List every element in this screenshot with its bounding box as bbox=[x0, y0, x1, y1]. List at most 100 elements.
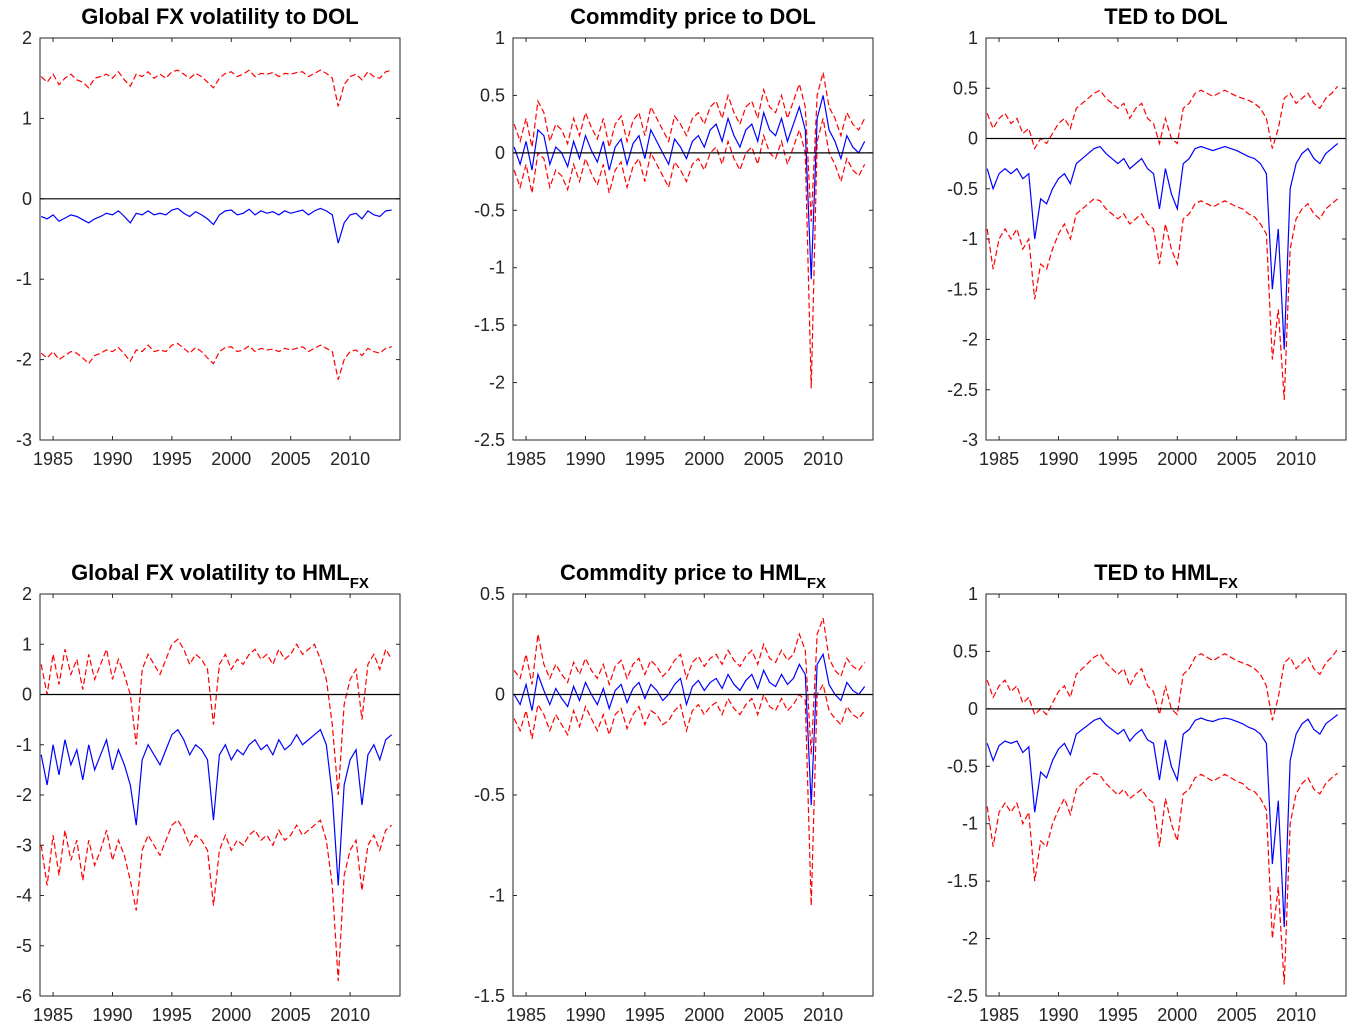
series-line bbox=[513, 72, 866, 222]
x-tick-label: 2010 bbox=[330, 449, 370, 469]
series-line bbox=[513, 617, 866, 755]
subplot-title: Commdity price to HMLFX bbox=[560, 560, 826, 592]
subplot-title: TED to DOL bbox=[1104, 4, 1227, 29]
y-tick-label: 1 bbox=[22, 634, 32, 654]
series-line bbox=[40, 207, 392, 244]
y-tick-label: -1 bbox=[489, 258, 505, 278]
x-tick-label: 2005 bbox=[744, 1005, 784, 1025]
x-tick-label: 2010 bbox=[803, 449, 843, 469]
y-tick-label: -1.5 bbox=[474, 986, 505, 1006]
y-tick-label: -5 bbox=[16, 936, 32, 956]
y-tick-label: 0 bbox=[22, 685, 32, 705]
series-line bbox=[40, 728, 393, 886]
y-tick-label: -0.5 bbox=[947, 756, 978, 776]
y-tick-label: 1 bbox=[968, 584, 978, 604]
series-line bbox=[513, 118, 866, 389]
series-line bbox=[513, 682, 866, 906]
y-tick-label: -0.5 bbox=[474, 200, 505, 220]
axes-box bbox=[39, 37, 401, 441]
y-tick-label: 1 bbox=[22, 108, 32, 128]
x-tick-label: 1990 bbox=[565, 449, 605, 469]
axes-box bbox=[985, 37, 1347, 441]
y-tick-label: 2 bbox=[22, 28, 32, 48]
title-subscript: FX bbox=[1219, 575, 1238, 592]
y-tick-label: 0.5 bbox=[480, 584, 505, 604]
subplot-title: TED to HMLFX bbox=[1094, 560, 1238, 592]
subplot: Global FX volatility to HMLFX -6 -5 -4 -3 -2 -… bbox=[16, 560, 401, 1025]
x-tick-label: 2010 bbox=[1276, 449, 1316, 469]
y-tick-label: -3 bbox=[16, 430, 32, 450]
y-tick-label: 1 bbox=[968, 28, 978, 48]
title-main: TED to HML bbox=[1094, 560, 1219, 585]
y-tick-label: -4 bbox=[16, 886, 32, 906]
x-tick-label: 2000 bbox=[211, 449, 251, 469]
y-tick-label: -1 bbox=[16, 735, 32, 755]
series-line bbox=[986, 772, 1339, 985]
series-line bbox=[986, 143, 1339, 350]
y-tick-label: -2 bbox=[962, 929, 978, 949]
series-line bbox=[986, 85, 1339, 151]
y-tick-label: -2.5 bbox=[947, 380, 978, 400]
x-tick-label: 2000 bbox=[1157, 449, 1197, 469]
x-tick-label: 1995 bbox=[1098, 1005, 1138, 1025]
x-tick-label: 2010 bbox=[330, 1005, 370, 1025]
series-line bbox=[986, 198, 1339, 400]
y-tick-label: 0 bbox=[968, 129, 978, 149]
series-line bbox=[40, 69, 392, 107]
subplot-title: Global FX volatility to HMLFX bbox=[71, 560, 369, 592]
series-line bbox=[40, 638, 393, 796]
x-tick-label: 2005 bbox=[1217, 1005, 1257, 1025]
y-tick-label: 0.5 bbox=[480, 85, 505, 105]
y-tick-label: -2 bbox=[16, 350, 32, 370]
y-tick-label: 0 bbox=[968, 699, 978, 719]
x-tick-label: 1995 bbox=[152, 1005, 192, 1025]
subplot: Commdity price to HMLFX -1.5 -1 -0.5 0 0.5 198… bbox=[474, 560, 874, 1025]
y-tick-label: 1 bbox=[495, 28, 505, 48]
x-tick-label: 1985 bbox=[33, 449, 73, 469]
title-main: TED to DOL bbox=[1104, 4, 1227, 29]
x-tick-label: 1985 bbox=[506, 449, 546, 469]
y-tick-label: -1.5 bbox=[474, 315, 505, 335]
title-main: Commdity price to HML bbox=[560, 560, 807, 585]
x-tick-label: 1995 bbox=[625, 449, 665, 469]
x-tick-label: 1995 bbox=[1098, 449, 1138, 469]
x-tick-label: 2010 bbox=[803, 1005, 843, 1025]
title-subscript: FX bbox=[807, 575, 826, 592]
series-line bbox=[40, 819, 393, 981]
x-tick-label: 2005 bbox=[744, 449, 784, 469]
x-tick-label: 2005 bbox=[1217, 449, 1257, 469]
series-line bbox=[986, 714, 1339, 928]
y-tick-label: 0 bbox=[495, 143, 505, 163]
x-tick-label: 1995 bbox=[152, 449, 192, 469]
y-tick-label: -2 bbox=[489, 373, 505, 393]
subplot: Commdity price to DOL -2.5 -2 -1.5 -1 -0.5 0 0.… bbox=[474, 4, 874, 469]
x-tick-label: 1990 bbox=[92, 449, 132, 469]
title-main: Global FX volatility to DOL bbox=[81, 4, 358, 29]
y-tick-label: 0.5 bbox=[953, 78, 978, 98]
x-tick-label: 2005 bbox=[271, 449, 311, 469]
subplot-title: Commdity price to DOL bbox=[570, 4, 816, 29]
x-tick-label: 1985 bbox=[506, 1005, 546, 1025]
title-main: Commdity price to DOL bbox=[570, 4, 816, 29]
axes-box bbox=[985, 593, 1347, 997]
series-line bbox=[40, 342, 392, 380]
title-subscript: FX bbox=[350, 575, 369, 592]
x-tick-label: 1990 bbox=[565, 1005, 605, 1025]
subplot: TED to DOL -3 -2.5 -2 -1.5 -1 -0.5 0 0.5 1 1985 199… bbox=[947, 4, 1347, 469]
x-tick-label: 1985 bbox=[979, 1005, 1019, 1025]
x-tick-label: 1995 bbox=[625, 1005, 665, 1025]
y-tick-label: -1 bbox=[16, 269, 32, 289]
series-line bbox=[986, 648, 1339, 721]
axes-box bbox=[512, 593, 874, 997]
x-tick-label: 2000 bbox=[684, 1005, 724, 1025]
subplot-title: Global FX volatility to DOL bbox=[81, 4, 358, 29]
y-tick-label: 2 bbox=[22, 584, 32, 604]
x-tick-label: 1985 bbox=[33, 1005, 73, 1025]
y-tick-label: -3 bbox=[962, 430, 978, 450]
x-tick-label: 1990 bbox=[92, 1005, 132, 1025]
x-tick-label: 2000 bbox=[684, 449, 724, 469]
y-tick-label: -2 bbox=[962, 330, 978, 350]
y-tick-label: -2.5 bbox=[474, 430, 505, 450]
y-tick-label: -0.5 bbox=[947, 179, 978, 199]
x-tick-label: 2000 bbox=[211, 1005, 251, 1025]
